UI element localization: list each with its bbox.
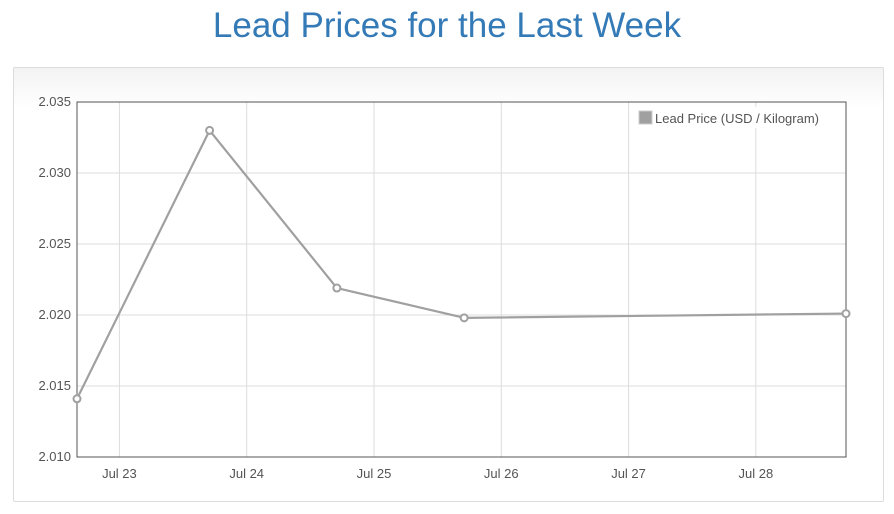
plot-area-frame <box>76 101 847 458</box>
chart-legend[interactable]: Lead Price (USD / Kilogram) <box>636 107 842 128</box>
data-point[interactable] <box>332 283 342 293</box>
x-tick-label: Jul 25 <box>357 466 392 481</box>
x-tick-label: Jul 26 <box>484 466 519 481</box>
data-point[interactable] <box>72 394 82 404</box>
x-tick-label: Jul 28 <box>738 466 773 481</box>
x-tick-label: Jul 24 <box>229 466 264 481</box>
legend-swatch <box>638 110 653 125</box>
chart-panel <box>13 67 884 502</box>
x-tick-label: Jul 27 <box>611 466 646 481</box>
y-tick-label: 2.010 <box>38 449 71 464</box>
x-tick-label: Jul 23 <box>102 466 137 481</box>
series-layer <box>72 125 851 404</box>
data-point[interactable] <box>841 309 851 319</box>
y-tick-label: 2.025 <box>38 236 71 251</box>
series-line <box>76 129 847 400</box>
y-tick-label: 2.030 <box>38 165 71 180</box>
data-point[interactable] <box>459 313 469 323</box>
legend-frame <box>636 107 842 128</box>
x-axis-ticks: Jul 23 Jul 24 Jul 25 Jul 26 Jul 27 Jul 28 <box>102 466 773 481</box>
page-title: Lead Prices for the Last Week <box>212 6 682 45</box>
y-tick-label: 2.015 <box>38 378 71 393</box>
data-point[interactable] <box>205 125 215 135</box>
legend-label: Lead Price (USD / Kilogram) <box>655 111 819 126</box>
y-tick-label: 2.020 <box>38 307 71 322</box>
y-tick-label: 2.035 <box>38 94 71 109</box>
grid-layer <box>77 101 846 458</box>
y-axis-ticks: 2.010 2.015 2.020 2.025 2.030 2.035 <box>38 94 71 464</box>
